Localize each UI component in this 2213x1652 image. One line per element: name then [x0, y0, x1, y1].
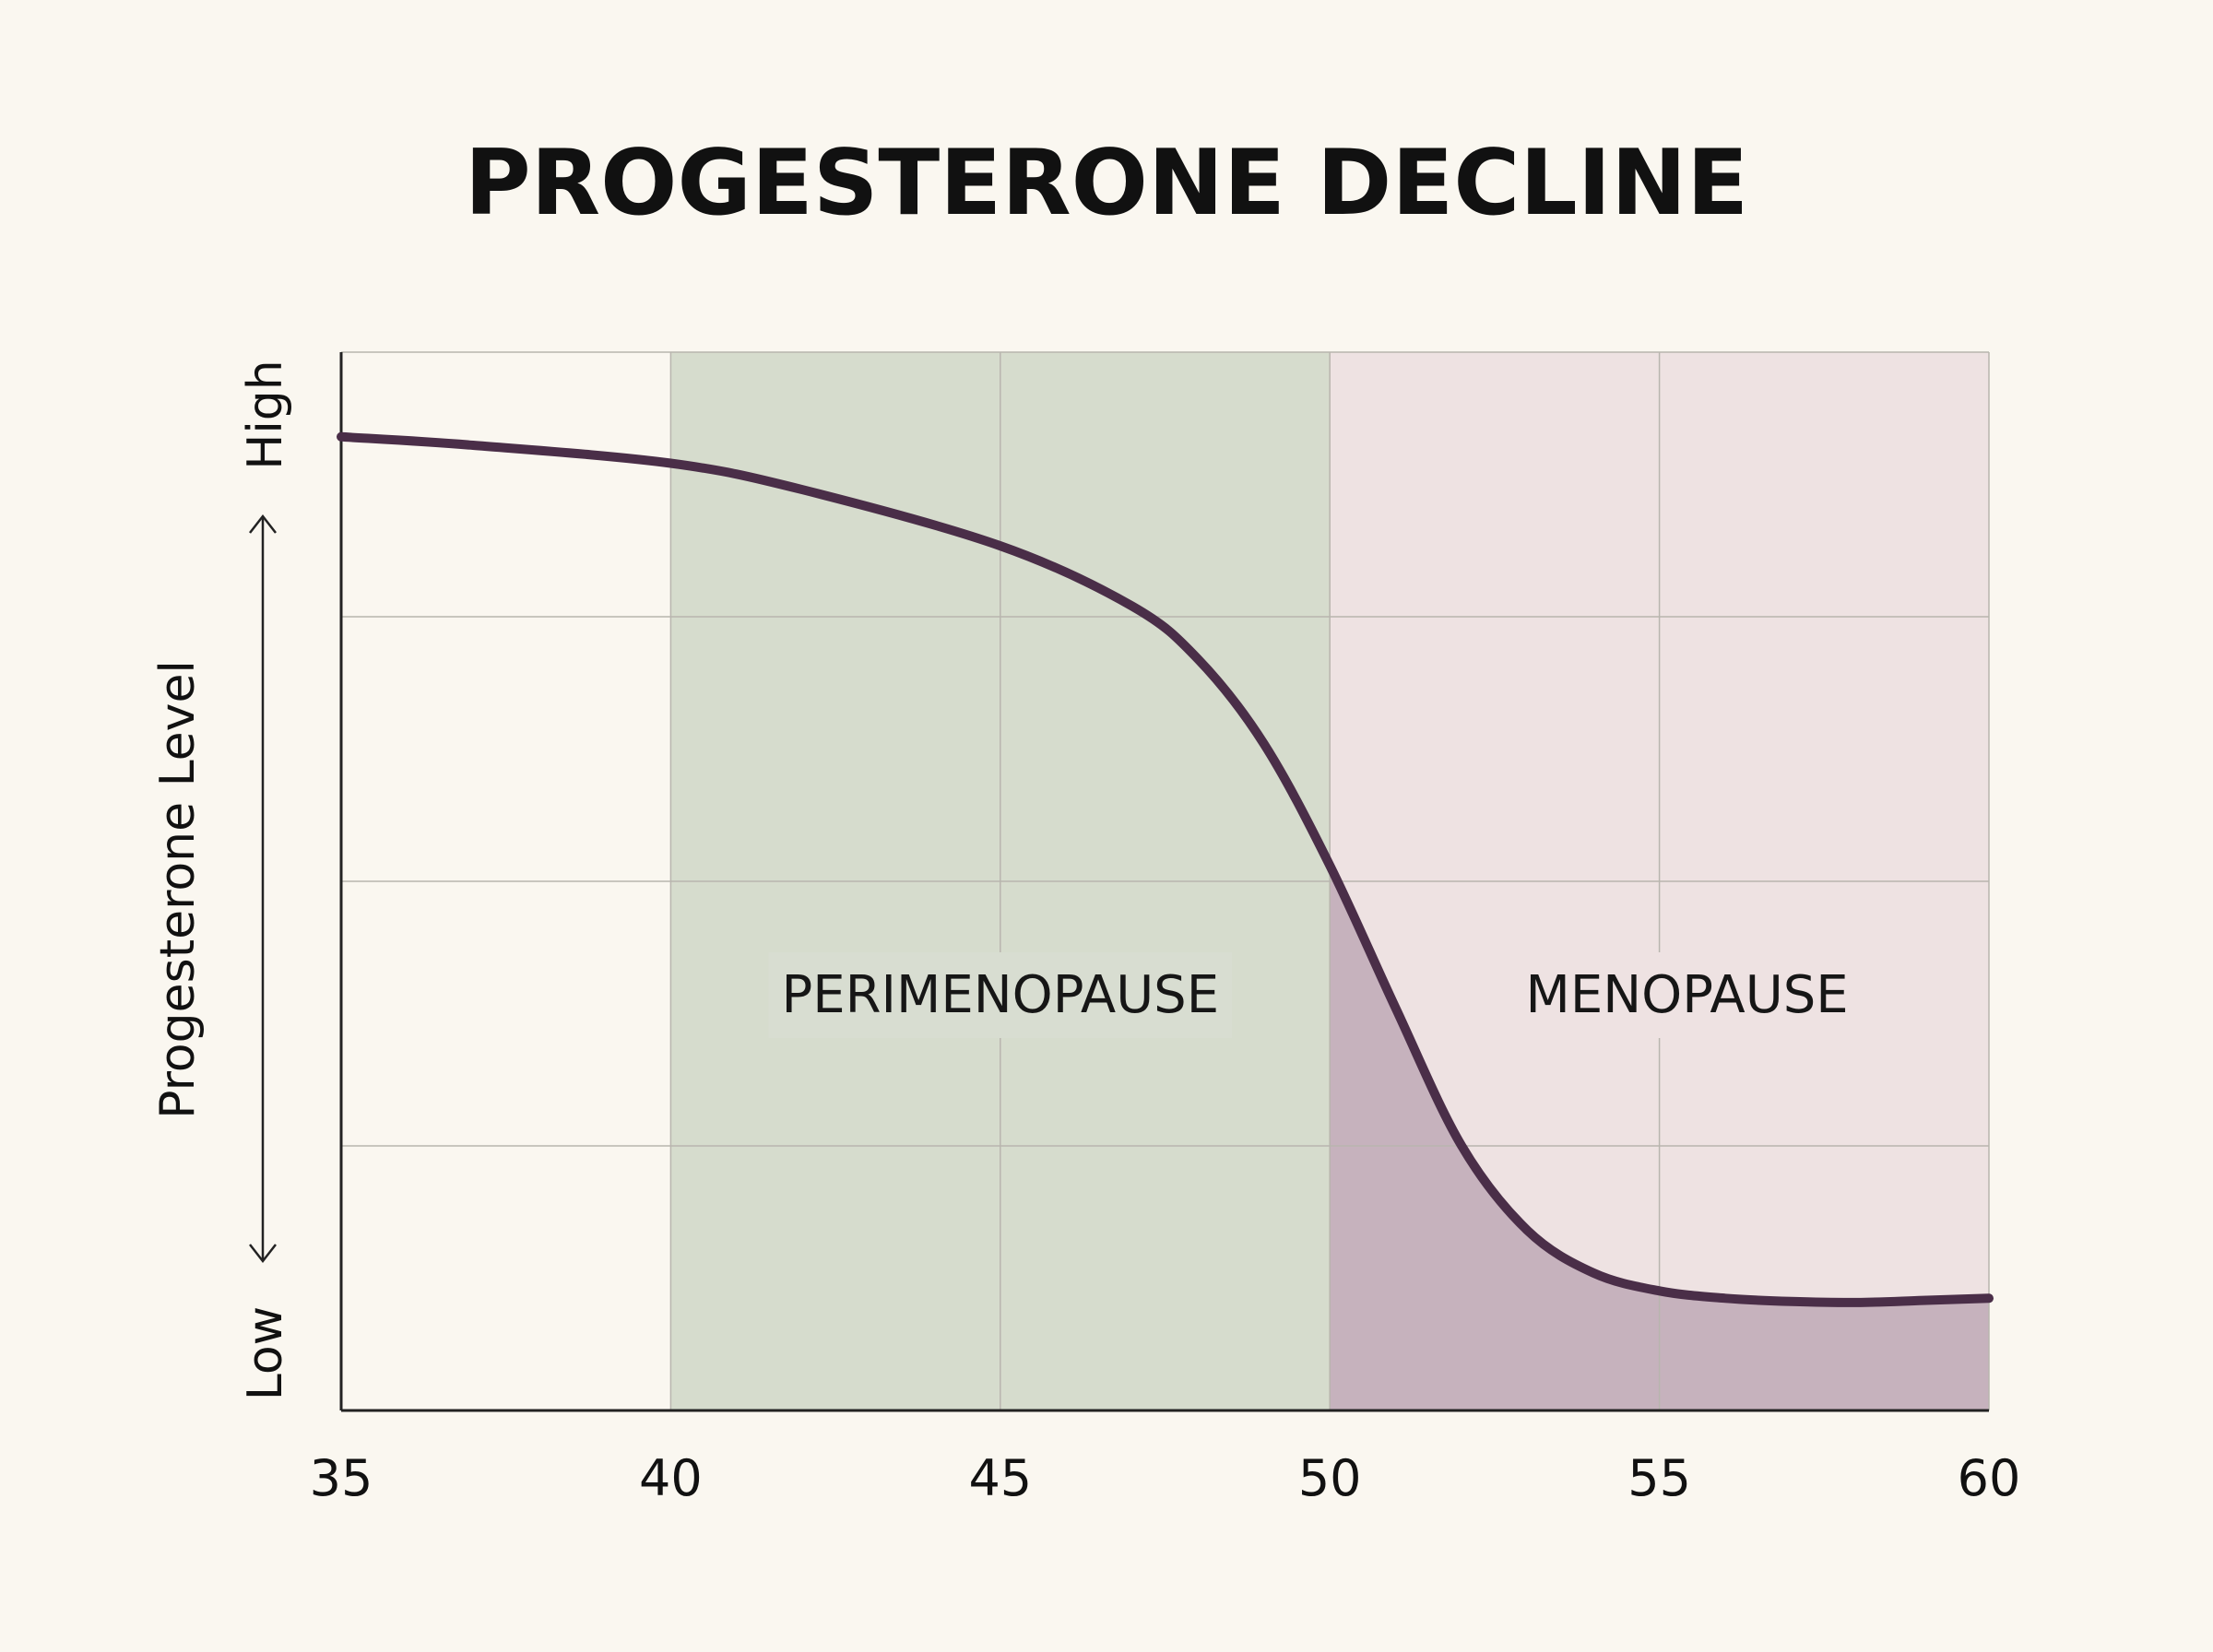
grid-lines — [341, 351, 1990, 1410]
region-labels: PERIMENOPAUSE MENOPAUSE — [768, 952, 1862, 1038]
progesterone-curve — [337, 431, 1994, 1307]
x-tick-label-40: 40 — [639, 1449, 703, 1507]
y-high-label: High — [238, 360, 293, 470]
y-direction-arrow — [249, 513, 277, 1264]
x-tick-labels: 35 40 45 50 55 60 — [310, 1449, 2021, 1507]
x-tick-label-45: 45 — [968, 1449, 1032, 1507]
y-low-label: Low — [238, 1306, 293, 1400]
x-tick-label-60: 60 — [1958, 1449, 2021, 1507]
region-menopause-under-curve — [1330, 865, 1989, 1410]
y-axis-label-group: Progesterone Level High Low — [150, 360, 293, 1400]
region-label-background — [1512, 952, 1862, 1038]
chart-title: PROGESTERONE DECLINE — [465, 131, 1748, 236]
axes — [339, 352, 1989, 1412]
progesterone-series-line — [337, 431, 1994, 1307]
y-axis-label: Progesterone Level — [150, 660, 206, 1119]
x-tick-label-35: 35 — [310, 1449, 373, 1507]
region-label-background — [768, 952, 1233, 1038]
region-label-perimenopause: PERIMENOPAUSE — [781, 965, 1219, 1025]
x-tick-label-55: 55 — [1627, 1449, 1691, 1507]
region-label-menopause: MENOPAUSE — [1526, 965, 1849, 1025]
x-tick-label-50: 50 — [1298, 1449, 1362, 1507]
